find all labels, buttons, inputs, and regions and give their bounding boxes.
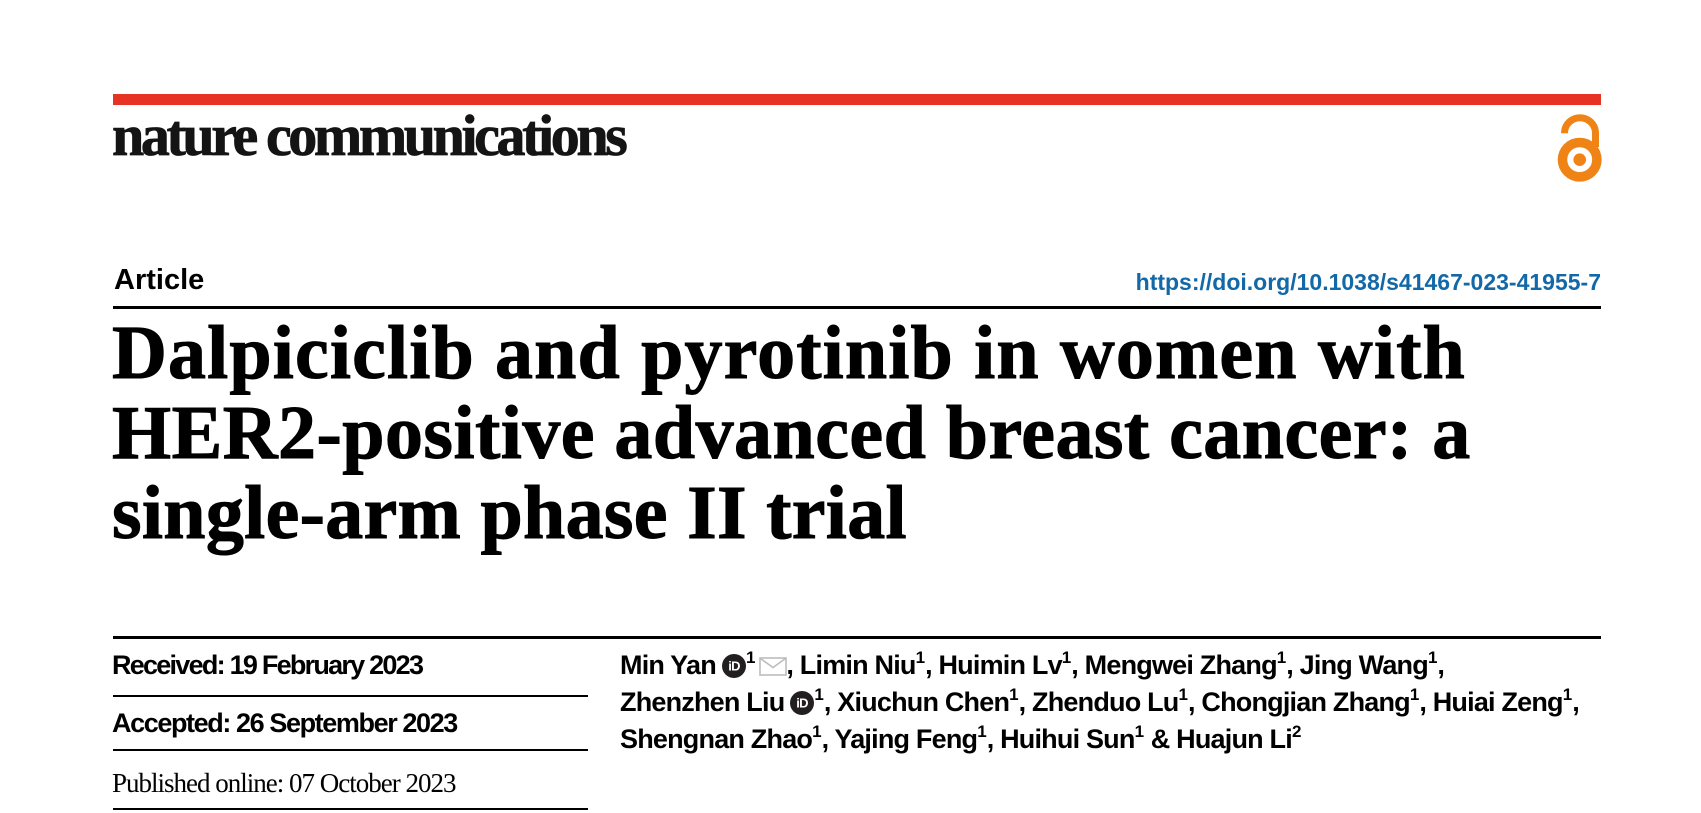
svg-text:iD: iD [728,659,740,674]
svg-text:iD: iD [797,696,809,711]
